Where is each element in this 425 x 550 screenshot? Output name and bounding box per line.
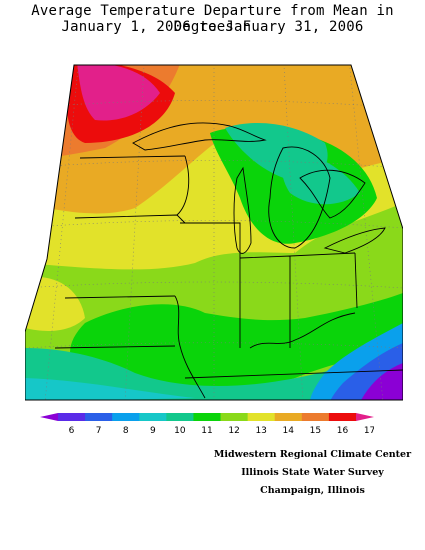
legend-tick-label: 17 <box>364 426 374 436</box>
legend-tick-label: 16 <box>337 426 349 436</box>
map-title-line-2: January 1, 2006 to January 31, 2006 <box>61 19 364 35</box>
credit-survey: Illinois State Water Survey <box>241 467 384 478</box>
legend-swatch <box>301 413 330 421</box>
credit-organization: Midwestern Regional Climate Center <box>213 449 412 460</box>
legend-tick-label: 8 <box>123 426 129 436</box>
legend-tick-label: 7 <box>96 426 102 436</box>
legend-tick-label: 9 <box>150 426 156 436</box>
legend-swatch <box>356 413 374 421</box>
legend-swatch <box>193 413 221 421</box>
map-title-line-1: Average Temperature Departure from Mean … <box>31 3 394 35</box>
legend-swatch <box>40 413 58 421</box>
color-legend: 6 7 8 9 10 11 12 13 14 15 16 17 <box>40 413 374 436</box>
legend-swatch <box>274 413 303 421</box>
legend-tick-label: 14 <box>283 426 295 436</box>
legend-swatch <box>58 413 86 421</box>
legend-swatch <box>139 413 167 421</box>
legend-swatch <box>220 413 249 421</box>
legend-tick-label: 12 <box>228 426 239 436</box>
legend-tick-label: 10 <box>174 426 186 436</box>
legend-swatch <box>328 413 357 421</box>
legend-swatch <box>112 413 140 421</box>
legend-swatch <box>85 413 113 421</box>
legend-tick-label: 6 <box>69 426 75 436</box>
legend-tick-label: 15 <box>310 426 321 436</box>
credit-location: Champaign, Illinois <box>260 485 365 496</box>
legend-tick-label: 13 <box>255 426 266 436</box>
temperature-departure-map <box>25 64 403 401</box>
legend-swatch <box>166 413 194 421</box>
legend-tick-label: 11 <box>201 426 212 436</box>
legend-swatch <box>247 413 276 421</box>
